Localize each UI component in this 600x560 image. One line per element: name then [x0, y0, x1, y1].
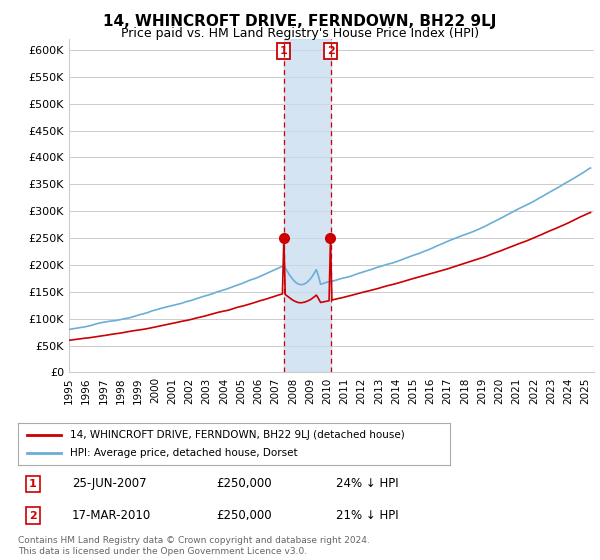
Text: Price paid vs. HM Land Registry's House Price Index (HPI): Price paid vs. HM Land Registry's House …: [121, 27, 479, 40]
Text: 14, WHINCROFT DRIVE, FERNDOWN, BH22 9LJ (detached house): 14, WHINCROFT DRIVE, FERNDOWN, BH22 9LJ …: [70, 430, 404, 440]
Text: 14, WHINCROFT DRIVE, FERNDOWN, BH22 9LJ: 14, WHINCROFT DRIVE, FERNDOWN, BH22 9LJ: [103, 14, 497, 29]
Text: Contains HM Land Registry data © Crown copyright and database right 2024.
This d: Contains HM Land Registry data © Crown c…: [18, 536, 370, 556]
Text: 21% ↓ HPI: 21% ↓ HPI: [336, 509, 398, 522]
Bar: [284, 39, 331, 372]
Text: HPI: Average price, detached house, Dorset: HPI: Average price, detached house, Dors…: [70, 448, 298, 458]
Text: £250,000: £250,000: [216, 477, 272, 491]
Text: 1: 1: [280, 46, 287, 56]
Text: 2: 2: [327, 46, 335, 56]
Text: 1: 1: [29, 479, 37, 489]
Text: 24% ↓ HPI: 24% ↓ HPI: [336, 477, 398, 491]
Text: 25-JUN-2007: 25-JUN-2007: [72, 477, 146, 491]
Text: 17-MAR-2010: 17-MAR-2010: [72, 509, 151, 522]
Text: 2: 2: [29, 511, 37, 521]
Text: £250,000: £250,000: [216, 509, 272, 522]
